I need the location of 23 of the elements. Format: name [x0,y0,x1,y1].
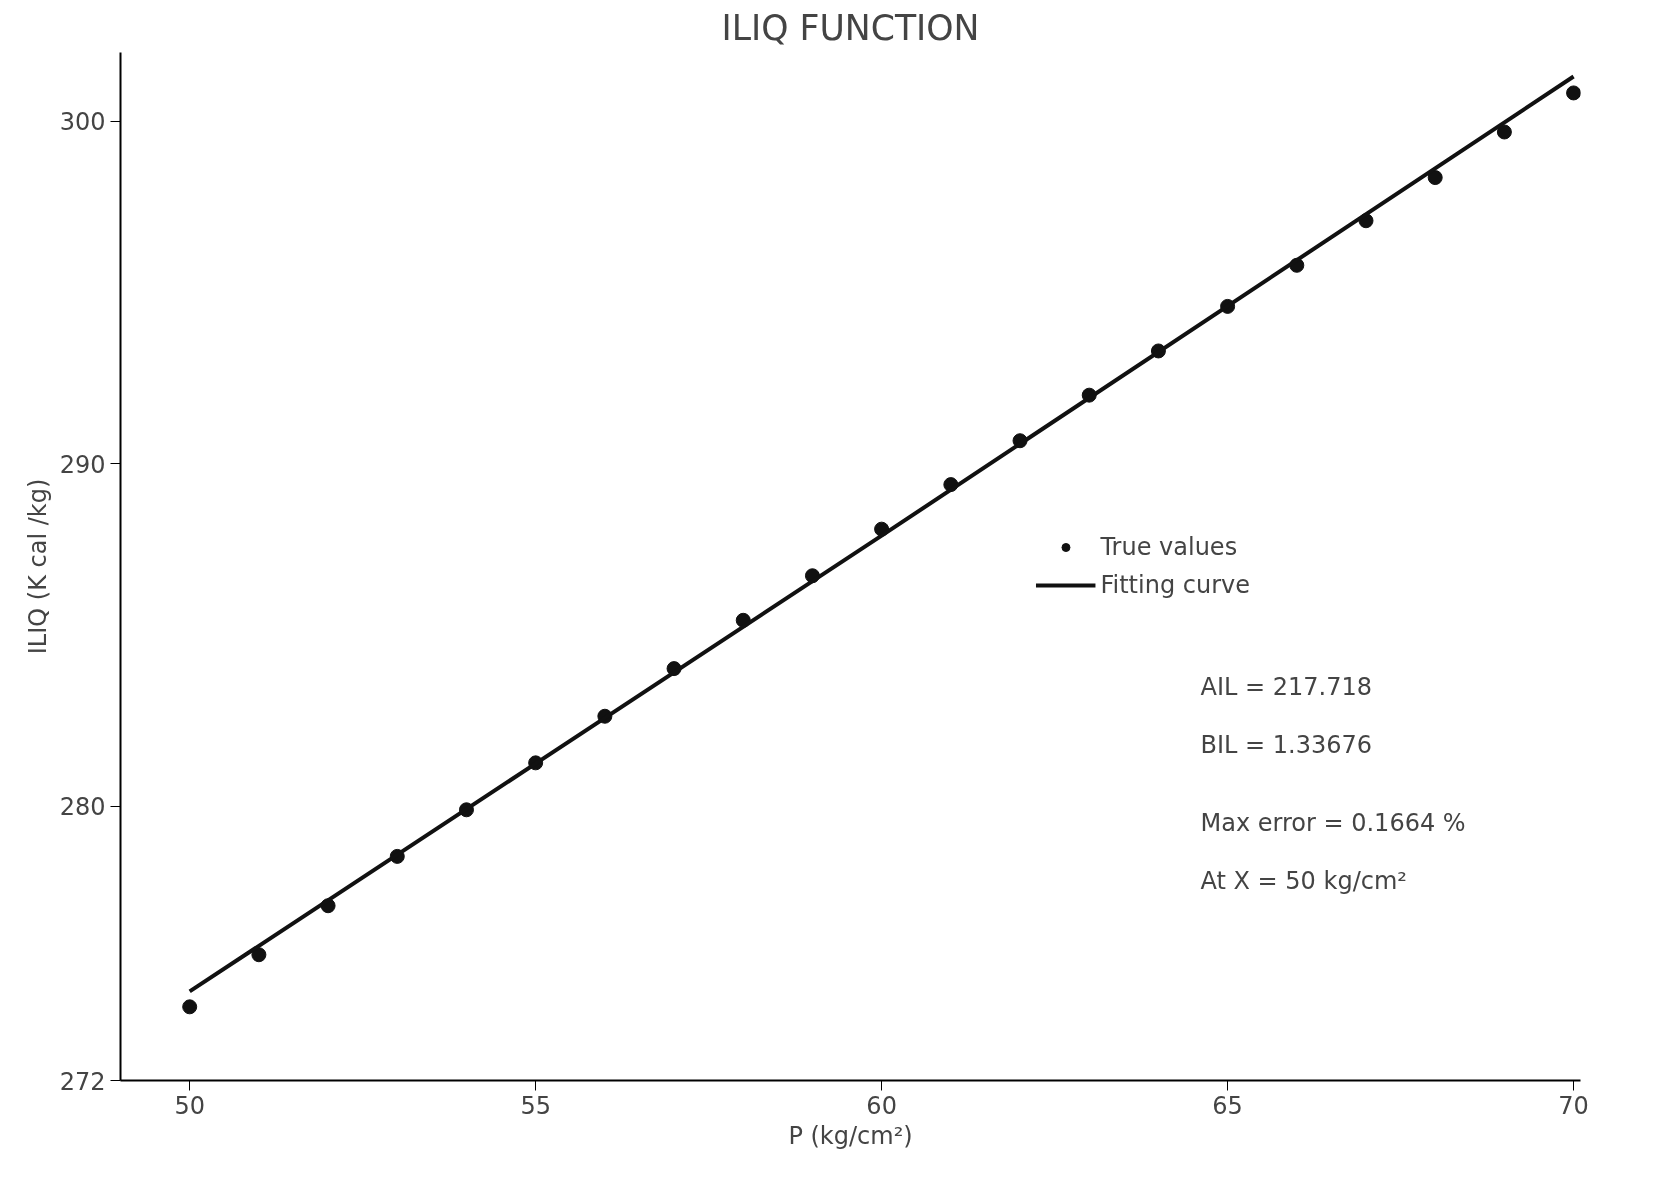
x-tick-label: 55 [520,1091,551,1120]
y-tick-label: 290 [59,450,106,479]
legend-label: Fitting curve [1100,571,1250,599]
annotation: At X = 50 kg/cm² [1200,866,1407,895]
x-tick-label: 65 [1212,1091,1243,1120]
x-tick-label: 60 [866,1091,897,1120]
annotation: Max error = 0.1664 % [1200,808,1466,837]
y-tick-label: 300 [59,108,106,137]
point [1496,124,1512,140]
x-axis-title: P (kg/cm²) [788,1121,913,1150]
point [1566,85,1581,101]
point [251,947,267,963]
y-axis-title: ILIQ (K cal /kg) [23,478,52,655]
y-tick-label: 272 [59,1067,106,1096]
point [1427,170,1443,186]
x-tick-label: 50 [174,1091,205,1120]
chart-title: ILIQ FUNCTION [721,7,980,48]
x-tick-label: 70 [1558,1091,1589,1120]
annotation: BIL = 1.33676 [1200,730,1373,759]
y-tick-label: 280 [59,793,106,822]
annotation: AIL = 217.718 [1200,672,1372,701]
point [182,999,198,1015]
legend-label: True values [1100,533,1238,561]
